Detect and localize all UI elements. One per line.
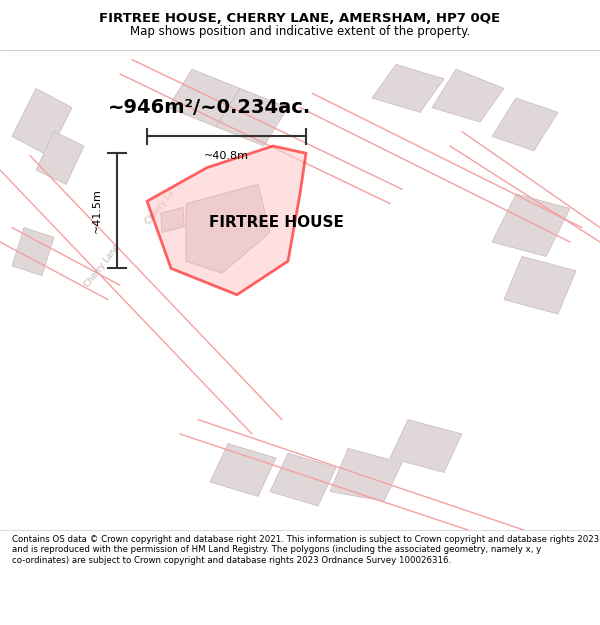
Text: FIRTREE HOUSE: FIRTREE HOUSE bbox=[209, 215, 343, 230]
Text: Cherry La...: Cherry La... bbox=[143, 182, 181, 226]
Text: FIRTREE HOUSE, CHERRY LANE, AMERSHAM, HP7 0QE: FIRTREE HOUSE, CHERRY LANE, AMERSHAM, HP… bbox=[100, 12, 500, 26]
Text: Map shows position and indicative extent of the property.: Map shows position and indicative extent… bbox=[130, 24, 470, 38]
Polygon shape bbox=[210, 444, 276, 496]
Text: Cherry Lane: Cherry Lane bbox=[83, 243, 121, 289]
Text: ~946m²/~0.234ac.: ~946m²/~0.234ac. bbox=[109, 98, 311, 117]
Text: ~40.8m: ~40.8m bbox=[204, 151, 249, 161]
Polygon shape bbox=[12, 228, 54, 276]
Polygon shape bbox=[372, 64, 444, 112]
Polygon shape bbox=[504, 256, 576, 314]
Polygon shape bbox=[432, 69, 504, 122]
Polygon shape bbox=[168, 69, 240, 127]
Polygon shape bbox=[186, 184, 270, 273]
Polygon shape bbox=[330, 448, 402, 501]
Polygon shape bbox=[12, 88, 72, 156]
Polygon shape bbox=[492, 98, 558, 151]
Polygon shape bbox=[270, 453, 336, 506]
Text: Contains OS data © Crown copyright and database right 2021. This information is : Contains OS data © Crown copyright and d… bbox=[12, 535, 599, 564]
Polygon shape bbox=[216, 88, 288, 146]
Polygon shape bbox=[36, 132, 84, 184]
Text: ~41.5m: ~41.5m bbox=[92, 188, 102, 233]
Polygon shape bbox=[147, 146, 306, 295]
Polygon shape bbox=[161, 208, 184, 232]
Polygon shape bbox=[492, 194, 570, 256]
Polygon shape bbox=[390, 419, 462, 472]
